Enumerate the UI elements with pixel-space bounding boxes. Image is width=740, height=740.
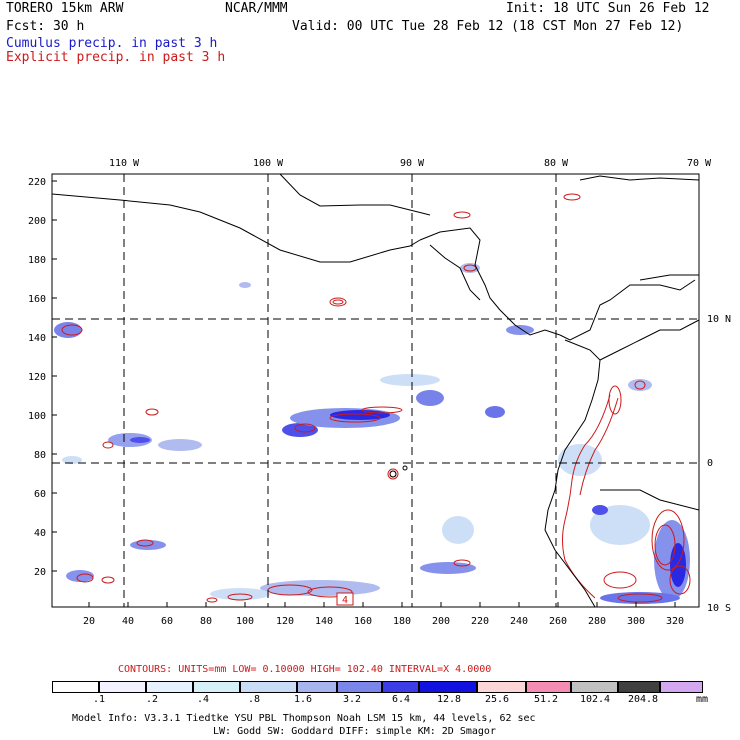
- map-frame: [51, 173, 700, 608]
- cumulus-label: Cumulus precip. in past 3 h: [6, 36, 218, 51]
- grid-lines: [52, 174, 699, 607]
- legend-swatch: [382, 681, 419, 693]
- y-tick: 200: [28, 216, 46, 227]
- legend-swatch: [477, 681, 526, 693]
- x-tick: 140: [315, 616, 333, 627]
- lon-label: 110 W: [109, 158, 140, 169]
- x-tick: 260: [549, 616, 567, 627]
- legend-swatch: [618, 681, 660, 693]
- x-tick: 120: [276, 616, 294, 627]
- legend-label: 102.4: [579, 694, 611, 705]
- forecast-hour: Fcst: 30 h: [6, 19, 85, 34]
- org-label: NCAR/MMM: [225, 1, 288, 16]
- legend-swatch: [52, 681, 99, 693]
- legend-swatch: [297, 681, 337, 693]
- legend-swatch: [146, 681, 193, 693]
- model-title: TORERO 15km ARW: [6, 1, 124, 16]
- x-tick: 180: [393, 616, 411, 627]
- y-tick: 40: [34, 528, 46, 539]
- legend-label: .8: [247, 694, 261, 705]
- lon-label: 80 W: [544, 158, 569, 169]
- x-tick: 40: [122, 616, 134, 627]
- y-tick: 80: [34, 450, 46, 461]
- x-tick: 220: [471, 616, 489, 627]
- legend-label: .1: [92, 694, 106, 705]
- legend-label: .2: [145, 694, 159, 705]
- legend-label: 51.2: [533, 694, 559, 705]
- x-tick: 200: [432, 616, 450, 627]
- legend-label: 6.4: [391, 694, 411, 705]
- explicit-precip-contours: [61, 193, 691, 603]
- explicit-label: Explicit precip. in past 3 h: [6, 50, 226, 65]
- lon-label: 90 W: [400, 158, 425, 169]
- coastlines: [51, 173, 700, 608]
- legend-label: 3.2: [342, 694, 362, 705]
- legend-swatch: [526, 681, 571, 693]
- x-tick: 320: [666, 616, 684, 627]
- lat-label: 10 S: [707, 603, 731, 614]
- tick-marks: [52, 180, 676, 607]
- legend-label: 12.8: [436, 694, 462, 705]
- y-tick: 220: [28, 177, 46, 188]
- y-tick: 100: [28, 411, 46, 422]
- legend-label: 25.6: [484, 694, 510, 705]
- contour-info: CONTOURS: UNITS=mm LOW= 0.10000 HIGH= 10…: [118, 664, 492, 675]
- valid-time: Valid: 00 UTC Tue 28 Feb 12 (18 CST Mon …: [292, 19, 684, 34]
- max-label-box: [336, 592, 354, 606]
- legend-swatch: [571, 681, 618, 693]
- lon-label: 100 W: [253, 158, 284, 169]
- x-tick: 160: [354, 616, 372, 627]
- y-tick: 120: [28, 372, 46, 383]
- model-info: Model Info: V3.3.1 Tiedtke YSU PBL Thomp…: [72, 713, 536, 724]
- x-tick: 80: [200, 616, 212, 627]
- x-tick: 60: [161, 616, 173, 627]
- lat-label: 10 N: [707, 314, 731, 325]
- legend-label: .4: [196, 694, 210, 705]
- x-tick: 300: [627, 616, 645, 627]
- legend-swatch: [99, 681, 146, 693]
- legend-swatch: [337, 681, 382, 693]
- x-tick: 240: [510, 616, 528, 627]
- legend-swatch: [240, 681, 297, 693]
- y-tick: 60: [34, 489, 46, 500]
- legend-swatch: [660, 681, 703, 693]
- lat-label: 0: [707, 458, 713, 469]
- y-tick: 140: [28, 333, 46, 344]
- legend-label: 204.8: [627, 694, 659, 705]
- max-label: 4: [342, 595, 348, 606]
- y-tick: 160: [28, 294, 46, 305]
- lon-label: 70 W: [687, 158, 712, 169]
- x-tick: 20: [83, 616, 95, 627]
- legend-swatch: [419, 681, 477, 693]
- x-tick: 280: [588, 616, 606, 627]
- legend-label: 1.6: [293, 694, 313, 705]
- physics-info: LW: Godd SW: Goddard DIFF: simple KM: 2D…: [213, 726, 496, 737]
- legend-units: mm: [695, 694, 709, 705]
- init-time: Init: 18 UTC Sun 26 Feb 12: [506, 1, 710, 16]
- y-tick: 180: [28, 255, 46, 266]
- legend-swatch: [193, 681, 240, 693]
- x-tick: 100: [236, 616, 254, 627]
- y-tick: 20: [34, 567, 46, 578]
